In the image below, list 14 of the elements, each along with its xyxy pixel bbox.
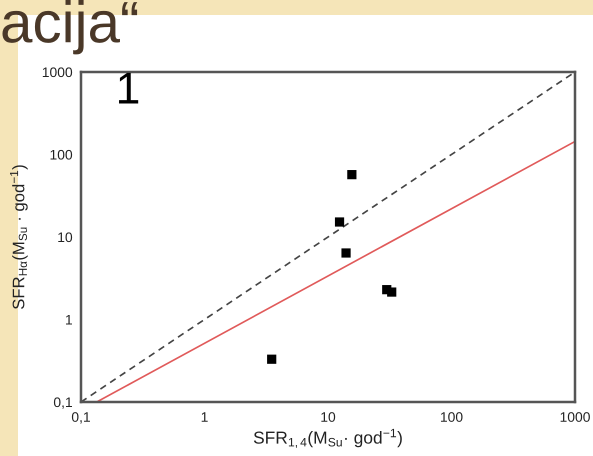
y-tick-label: 1 [66,314,72,325]
x-tick-label: 10 [321,412,336,422]
x-tick-label: 0,1 [72,412,90,424]
y-axis-title: SFR$_{Hα}$(M$_{Su}$ · god$^{−1}$) [10,165,28,309]
y-tick-label: 100 [50,150,72,160]
x-axis-title: SFR$_{1,4}$(M$_{Su}$· god$^{−1}$) [254,428,402,448]
y-tick-label: 10 [58,232,72,242]
annotation: 1 [119,72,138,104]
x-tick-label: 100 [440,412,463,422]
x-tick-label: 1 [202,412,208,422]
chart-title: acija“ [2,0,138,54]
y-tick-label: 1000 [42,67,72,78]
y-tick-label: 0,1 [54,397,72,409]
x-tick-label: 1000 [560,412,590,422]
